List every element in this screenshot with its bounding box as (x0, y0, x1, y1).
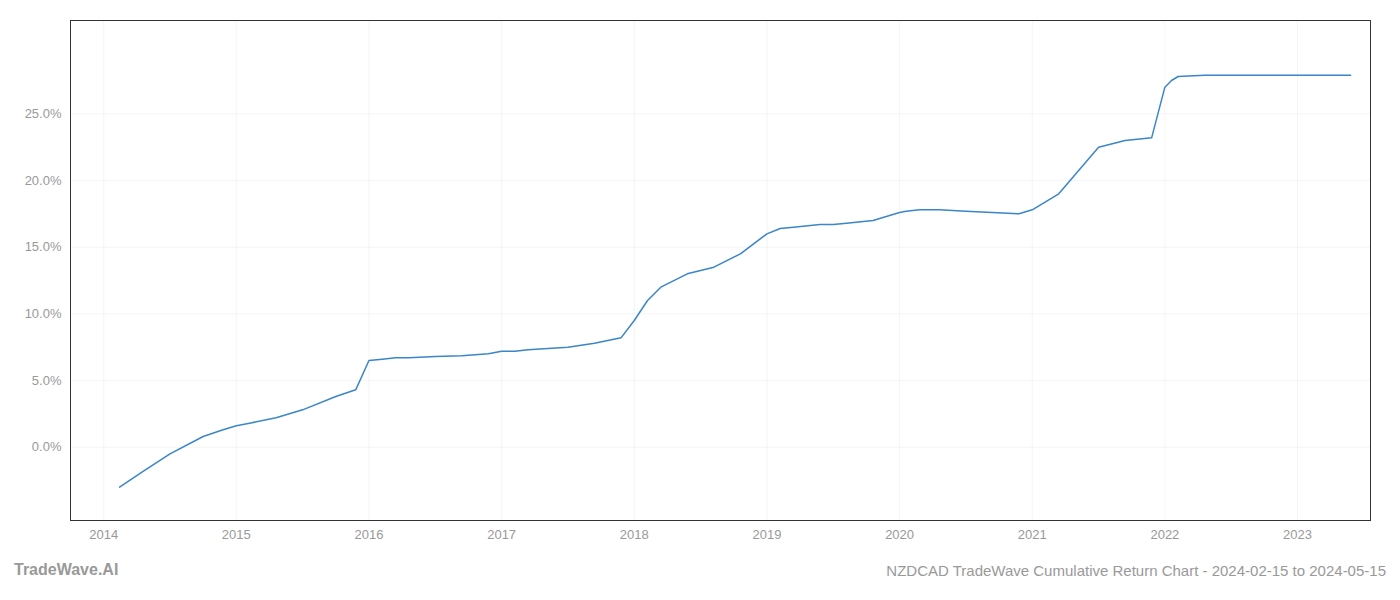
svg-text:20.0%: 20.0% (25, 173, 62, 188)
svg-text:2017: 2017 (487, 527, 516, 542)
svg-text:25.0%: 25.0% (25, 106, 62, 121)
svg-text:2023: 2023 (1283, 527, 1312, 542)
svg-text:2021: 2021 (1018, 527, 1047, 542)
svg-text:2015: 2015 (222, 527, 251, 542)
svg-text:10.0%: 10.0% (25, 306, 62, 321)
svg-text:2016: 2016 (355, 527, 384, 542)
svg-text:2014: 2014 (89, 527, 118, 542)
svg-text:2022: 2022 (1150, 527, 1179, 542)
svg-text:5.0%: 5.0% (32, 373, 62, 388)
svg-text:2019: 2019 (752, 527, 781, 542)
svg-text:2020: 2020 (885, 527, 914, 542)
html-text:NZDCAD TradeWave Cumulative Re: NZDCAD TradeWave Cumulative Return Chart… (886, 562, 1386, 579)
svg-text:0.0%: 0.0% (32, 439, 62, 454)
svg-text:15.0%: 15.0% (25, 239, 62, 254)
html-text:TradeWave.AI: TradeWave.AI (14, 561, 119, 578)
svg-text:2018: 2018 (620, 527, 649, 542)
